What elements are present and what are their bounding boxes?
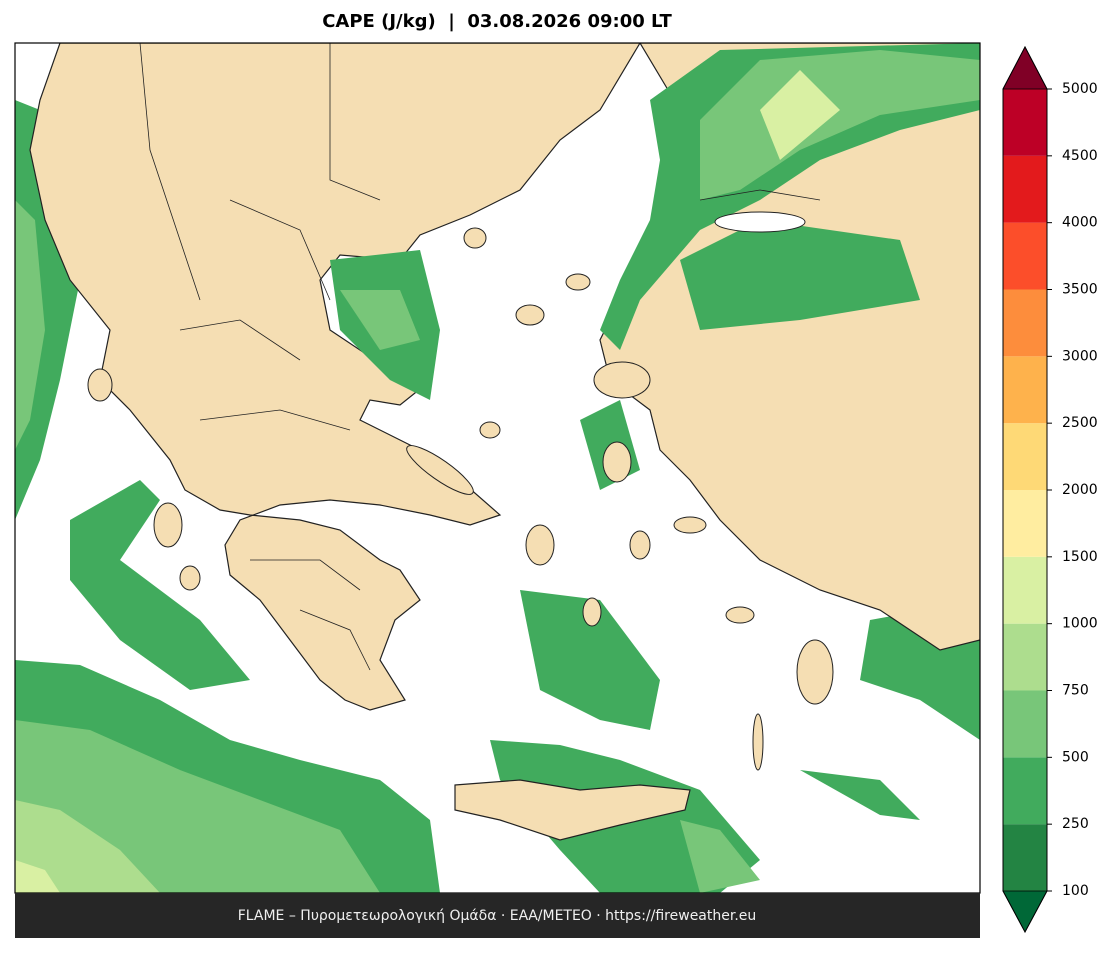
island <box>673 516 707 534</box>
colorbar-tick-label: 1500 <box>1062 549 1098 565</box>
colorbar-tick-label: 100 <box>1062 883 1089 899</box>
island <box>479 421 501 439</box>
cape-area <box>800 770 920 820</box>
colorbar-segment <box>1003 556 1047 624</box>
island <box>406 445 474 495</box>
map <box>15 43 980 893</box>
colorbar-segment <box>1003 757 1047 825</box>
island <box>629 530 651 560</box>
cape-area <box>340 290 420 350</box>
island <box>515 304 545 326</box>
island <box>179 565 201 591</box>
colorbar-segment <box>1003 690 1047 758</box>
colorbar-tick-label: 2000 <box>1062 482 1098 498</box>
colorbar-segment <box>1003 623 1047 691</box>
map-title: CAPE (J/kg) | 03.08.2026 09:00 LT <box>322 11 672 32</box>
colorbar-tick-label: 500 <box>1062 749 1089 765</box>
colorbar-segment <box>1003 356 1047 424</box>
colorbar-over <box>1002 46 1048 90</box>
cape-area <box>15 800 160 893</box>
cape-area <box>680 220 920 330</box>
colorbar-segment <box>1003 423 1047 490</box>
cape-area <box>680 820 760 893</box>
cape-area <box>760 70 840 160</box>
cape-area <box>600 43 980 350</box>
island <box>153 502 183 548</box>
colorbar-tick-label: 3500 <box>1062 282 1098 298</box>
island <box>525 524 555 566</box>
colorbar-segment <box>1003 222 1047 290</box>
cape-area <box>520 590 660 730</box>
cape-area <box>15 100 80 520</box>
border <box>139 43 821 671</box>
cape-area <box>15 860 60 893</box>
island <box>796 639 834 705</box>
colorbar-tick-label: 3000 <box>1062 348 1098 364</box>
colorbar-tick-label: 4000 <box>1062 215 1098 231</box>
footer-band <box>15 893 980 938</box>
colorbar-tick-label: 4500 <box>1062 148 1098 164</box>
colorbar-tick-label: 2500 <box>1062 415 1098 431</box>
cape-area <box>15 200 45 450</box>
colorbar-segment <box>1003 89 1047 156</box>
marmara-sea <box>714 211 806 233</box>
land-balkans <box>29 43 641 711</box>
colorbar: 100 250 500 750 1000 1500 2000 2500 3000 3500 4000… <box>1002 45 1098 934</box>
island <box>752 713 764 771</box>
colorbar-segment <box>1003 824 1047 891</box>
colorbar-tick-label: 250 <box>1062 816 1089 832</box>
island <box>602 441 632 483</box>
island <box>463 227 487 249</box>
colorbar-tick-label: 5000 <box>1062 81 1098 97</box>
footer-text: FLAME – Πυρομετεωρολογική Ομάδα · ΕΑΑ/ΜΕ… <box>238 908 757 924</box>
cape-area <box>70 480 250 690</box>
island <box>593 361 651 399</box>
colorbar-tick-label: 1000 <box>1062 616 1098 632</box>
colorbar-segment <box>1003 490 1047 557</box>
cape-area <box>700 50 980 200</box>
colorbar-tick-label: 750 <box>1062 683 1089 699</box>
colorbar-segment <box>1003 289 1047 357</box>
island <box>725 606 755 624</box>
island <box>582 597 602 627</box>
island <box>565 273 591 291</box>
island <box>87 368 113 402</box>
island <box>454 779 691 841</box>
colorbar-segment <box>1003 155 1047 223</box>
colorbar-under <box>1002 890 1048 933</box>
